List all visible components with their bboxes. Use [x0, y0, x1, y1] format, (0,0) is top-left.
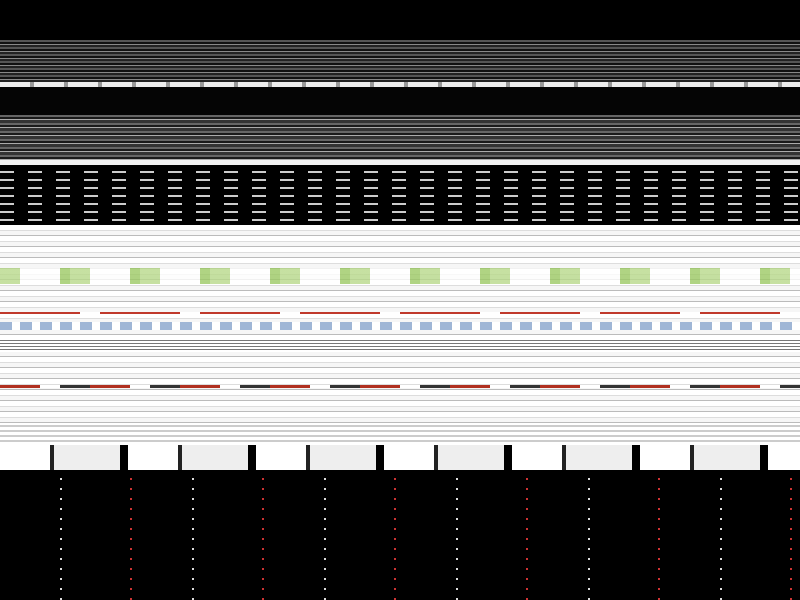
green-stripe	[0, 268, 800, 284]
blue-stripe	[0, 322, 800, 330]
white-line-2	[0, 160, 800, 165]
dark-band	[0, 87, 800, 115]
red-line-2	[0, 385, 800, 388]
red-line	[0, 312, 800, 314]
dashed-dark-band	[0, 165, 800, 225]
gray-stripe	[0, 340, 800, 352]
gray-striped-band-2	[0, 115, 800, 160]
bottom-dark-band	[0, 470, 800, 600]
gray-band	[0, 425, 800, 445]
white-line	[0, 82, 800, 87]
top-dark-band	[0, 0, 800, 40]
mixed-band	[0, 445, 800, 470]
gray-striped-band	[0, 40, 800, 82]
